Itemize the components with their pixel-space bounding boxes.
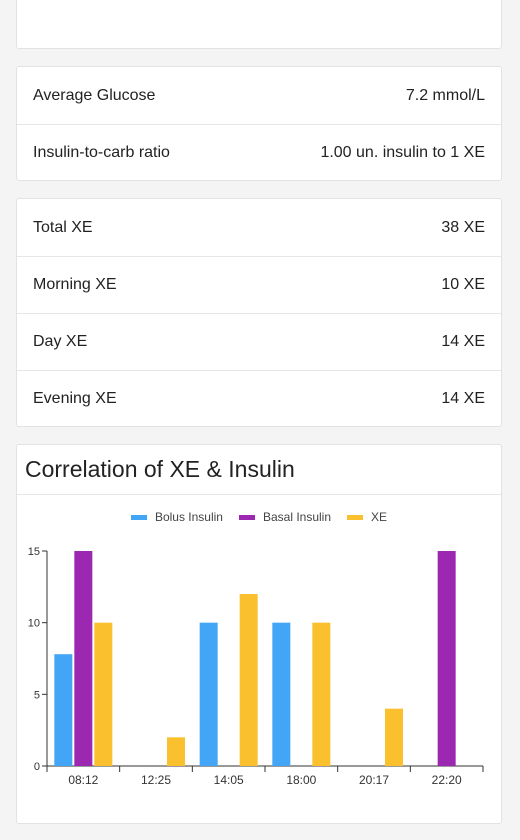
bar-xe — [312, 622, 331, 766]
x-tick-label: 22:20 — [432, 773, 462, 787]
stat-value: 14 XE — [441, 333, 485, 350]
bar-chart: 0 5 10 15 08:12 12:25 14:05 18:00 20:17 22:20 — [28, 546, 484, 787]
chart-title: Correlation of XE & Insulin — [17, 445, 501, 495]
bar-xe — [239, 594, 258, 766]
stat-row-average-glucose: Average Glucose 7.2 mmol/L — [17, 67, 501, 124]
stat-row-total-xe: Total XE 38 XE — [17, 199, 501, 256]
stat-row-evening-xe: Evening XE 14 XE — [17, 370, 501, 427]
stat-value: 1.00 un. insulin to 1 XE — [320, 144, 485, 161]
x-tick-label: 18:00 — [286, 773, 316, 787]
legend-swatch-xe — [347, 514, 364, 520]
bar-bolus-insulin — [272, 622, 291, 766]
legend-item-basal[interactable]: Basal Insulin — [238, 510, 332, 524]
correlation-chart-card: Correlation of XE & Insulin Bolus Insuli… — [16, 444, 502, 824]
x-tick-label: 12:25 — [141, 773, 171, 787]
legend-swatch-bolus — [130, 514, 147, 520]
legend-item-xe[interactable]: XE — [347, 510, 387, 524]
y-tick-label: 15 — [28, 546, 40, 558]
stat-label: Morning XE — [33, 276, 117, 293]
bar-xe — [385, 708, 403, 766]
stat-value: 38 XE — [441, 218, 485, 236]
stat-value: 7.2 mmol/L — [405, 86, 485, 104]
chart-legend: Bolus Insulin Basal Insulin XE — [17, 510, 501, 524]
stat-label: Insulin-to-carb ratio — [33, 144, 170, 161]
glucose-stats-card: Average Glucose 7.2 mmol/L Insulin-to-ca… — [16, 66, 502, 181]
legend-item-bolus[interactable]: Bolus Insulin — [130, 510, 223, 524]
stat-value: 14 XE — [441, 390, 485, 407]
stat-label: Day XE — [33, 333, 88, 350]
y-tick-label: 10 — [28, 618, 40, 630]
stat-label: Evening XE — [33, 390, 117, 407]
y-tick-label: 0 — [34, 761, 40, 773]
top-card — [16, 0, 502, 49]
stat-row-day-xe: Day XE 14 XE — [17, 313, 501, 370]
stat-value: 10 XE — [441, 276, 485, 293]
x-tick-label: 08:12 — [68, 773, 98, 787]
bar-bolus-insulin — [199, 622, 218, 766]
x-tick-label: 14:05 — [214, 773, 244, 787]
y-tick-label: 5 — [34, 689, 40, 701]
stat-label: Average Glucose — [33, 86, 156, 104]
bar-xe — [167, 737, 185, 766]
bar-xe — [94, 622, 113, 766]
stat-label: Total XE — [33, 218, 93, 236]
legend-label: Basal Insulin — [262, 510, 332, 524]
legend-label: XE — [371, 510, 388, 524]
legend-label: Bolus Insulin — [154, 510, 223, 524]
xe-stats-card: Total XE 38 XE Morning XE 10 XE Day XE 1… — [16, 198, 502, 427]
bar-basal-insulin — [74, 551, 93, 766]
bar-basal-insulin — [437, 551, 456, 766]
bar-bolus-insulin — [54, 654, 73, 766]
legend-swatch-basal — [238, 514, 255, 520]
stat-row-morning-xe: Morning XE 10 XE — [17, 256, 501, 313]
stat-row-insulin-carb-ratio: Insulin-to-carb ratio 1.00 un. insulin t… — [17, 124, 501, 181]
x-tick-label: 20:17 — [359, 773, 389, 787]
